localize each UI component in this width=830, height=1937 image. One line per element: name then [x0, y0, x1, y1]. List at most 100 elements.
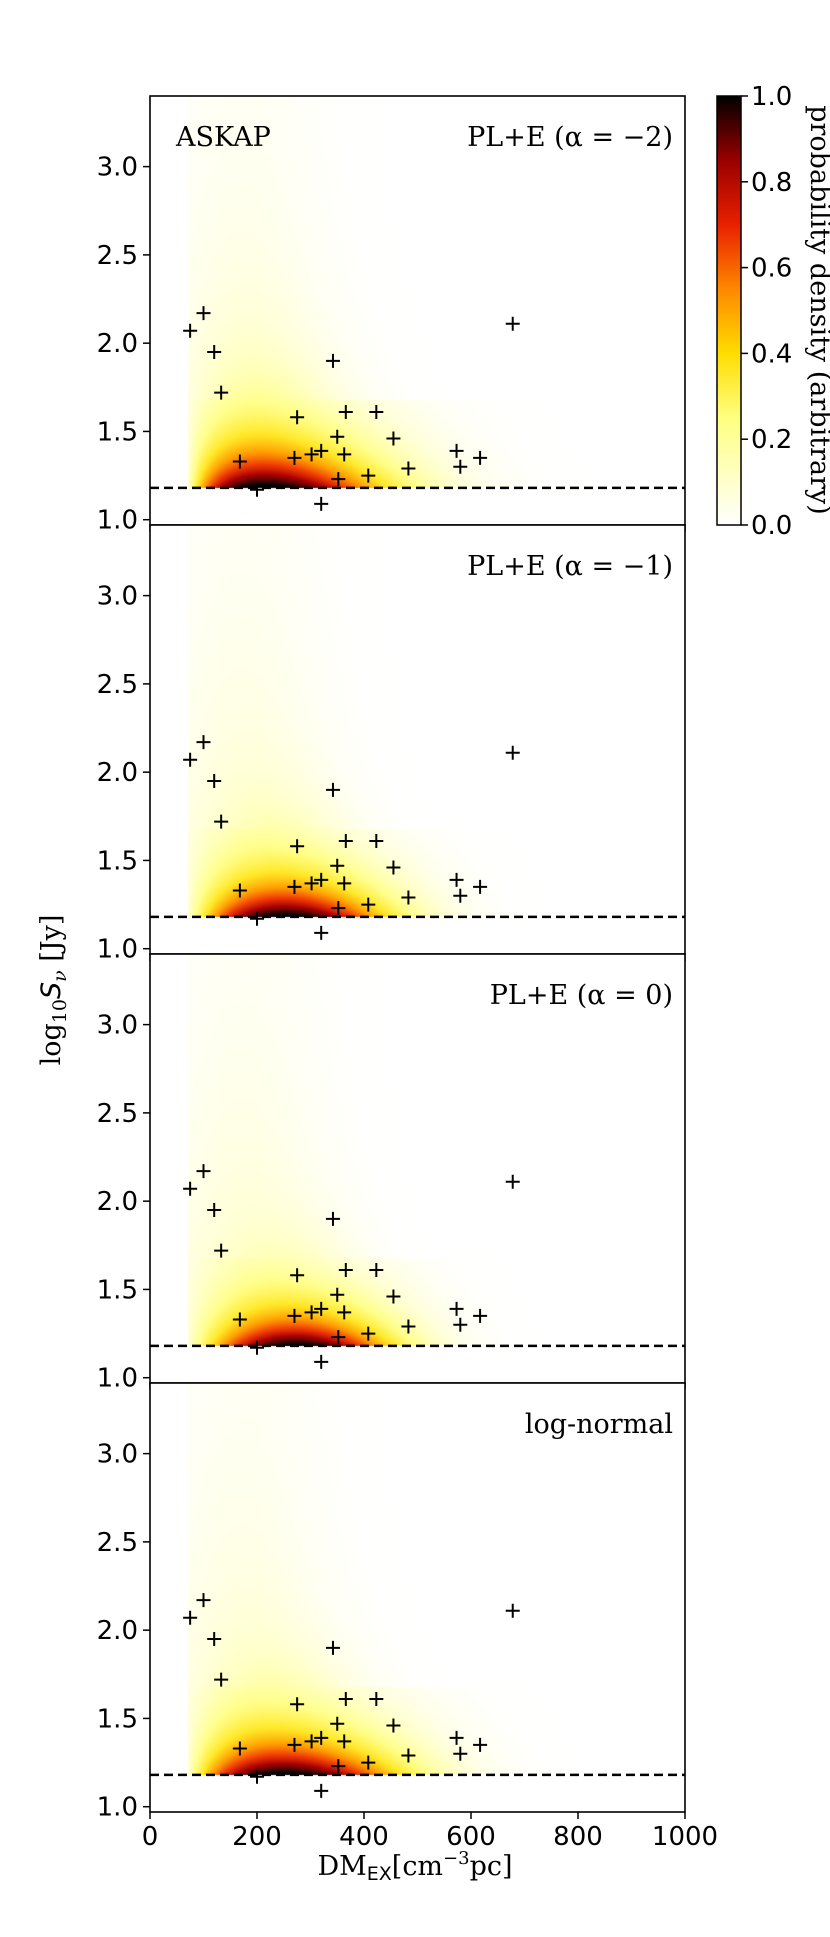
detection-marker [505, 745, 520, 760]
detection-marker [314, 1783, 329, 1798]
detection-marker [369, 1692, 384, 1707]
y-tick-label: 1.0 [97, 1793, 138, 1823]
detection-marker [331, 472, 346, 487]
detection-marker [338, 1263, 353, 1278]
detection-marker [505, 1603, 520, 1618]
detection-marker [453, 1317, 468, 1332]
colorbar-tick-label: 0.0 [751, 511, 792, 541]
detection-marker [449, 1730, 464, 1745]
detection-marker [386, 860, 401, 875]
panels-layer: 1.0 1.5 2.0 2.5 3.0 PL+E (α = −2) ASKAP 1.0 1.5 2… [97, 95, 718, 1852]
detection-marker [207, 344, 222, 359]
detection-marker [325, 782, 340, 797]
y-tick-label: 1.0 [97, 506, 138, 536]
detection-marker [361, 1755, 376, 1770]
detection-marker [250, 1340, 264, 1355]
detection-marker [207, 1202, 222, 1217]
x-tick-label: 200 [232, 1822, 282, 1852]
detection-marker [290, 1268, 305, 1283]
detection-marker [196, 306, 211, 321]
detection-marker [214, 1672, 229, 1687]
density-heatmap [150, 1383, 685, 1812]
detection-marker [473, 1737, 488, 1752]
detection-marker [232, 1741, 247, 1756]
detection-marker [401, 890, 416, 905]
density-heatmap [150, 96, 685, 525]
detection-marker [401, 1319, 416, 1334]
colorbar-tick-label: 0.4 [751, 339, 792, 369]
detection-marker [361, 1326, 376, 1341]
detection-marker [361, 468, 376, 483]
detection-marker [287, 1308, 302, 1323]
colorbar-tick-label: 0.6 [751, 254, 792, 284]
y-tick-label: 1.5 [97, 1704, 138, 1734]
detection-marker [304, 1734, 319, 1749]
y-tick-label: 3.0 [97, 153, 138, 183]
y-tick-label: 2.5 [97, 241, 138, 271]
detection-marker [183, 1610, 198, 1625]
y-tick-label: 2.0 [97, 329, 138, 359]
detection-marker [250, 911, 264, 926]
detection-marker [386, 1289, 401, 1304]
detection-marker [386, 431, 401, 446]
colorbar: 0.0 0.2 0.4 0.6 0.8 1.0 probability density (a… [716, 82, 830, 541]
y-tick-label: 1.5 [97, 846, 138, 876]
detection-marker [183, 1181, 198, 1196]
detection-marker [314, 1730, 329, 1745]
detection-marker [214, 1243, 229, 1258]
detection-marker [304, 447, 319, 462]
x-axis-title: DMEX[cm−3pc] [317, 1848, 512, 1885]
detection-marker [505, 316, 520, 331]
detection-marker [449, 872, 464, 887]
panel-label: PL+E (α = 0) [490, 980, 673, 1011]
x-tick-label: 400 [339, 1822, 389, 1852]
detection-marker [314, 925, 329, 940]
y-tick-label: 3.0 [97, 1011, 138, 1041]
x-tick-label: 600 [446, 1822, 496, 1852]
detection-marker [337, 447, 352, 462]
detection-marker [314, 872, 329, 887]
detection-marker [207, 1631, 222, 1646]
detection-marker [338, 1692, 353, 1707]
detection-marker [304, 876, 319, 891]
panel-label: log-normal [525, 1409, 673, 1440]
detection-marker [196, 1164, 211, 1179]
detection-marker [337, 1305, 352, 1320]
detection-marker [505, 1174, 520, 1189]
colorbar-tick-label: 1.0 [751, 82, 792, 112]
detection-marker [232, 1312, 247, 1327]
detection-marker [386, 1718, 401, 1733]
y-tick-label: 2.0 [97, 758, 138, 788]
y-tick-label: 3.0 [97, 1440, 138, 1470]
detection-marker [183, 323, 198, 338]
detection-marker [287, 450, 302, 465]
y-axis-title: log10Sν [Jy] [36, 915, 71, 1066]
y-tick-label: 2.0 [97, 1616, 138, 1646]
panel-label: PL+E (α = −1) [467, 551, 673, 582]
detection-marker [330, 429, 345, 444]
detection-marker [453, 888, 468, 903]
y-tick-label: 2.0 [97, 1187, 138, 1217]
detection-marker [314, 1301, 329, 1316]
y-tick-label: 2.5 [97, 1099, 138, 1129]
detection-marker [196, 1593, 211, 1608]
detection-marker [287, 1737, 302, 1752]
detection-marker [331, 1330, 346, 1345]
detection-marker [330, 1287, 345, 1302]
detection-marker [401, 1748, 416, 1763]
detection-marker [232, 883, 247, 898]
detection-marker [331, 901, 346, 916]
detection-marker [338, 834, 353, 849]
detection-marker [331, 1759, 346, 1774]
detection-marker [250, 482, 264, 497]
detection-marker [304, 1305, 319, 1320]
x-tick-label: 0 [142, 1822, 159, 1852]
detection-marker [369, 834, 384, 849]
detection-marker [473, 450, 488, 465]
y-tick-label: 1.0 [97, 1364, 138, 1394]
detection-marker [338, 405, 353, 420]
axis-labels: DMEX[cm−3pc] log10Sν [Jy] [36, 915, 513, 1885]
detection-marker [337, 876, 352, 891]
y-tick-label: 3.0 [97, 582, 138, 612]
density-heatmap [150, 525, 685, 954]
